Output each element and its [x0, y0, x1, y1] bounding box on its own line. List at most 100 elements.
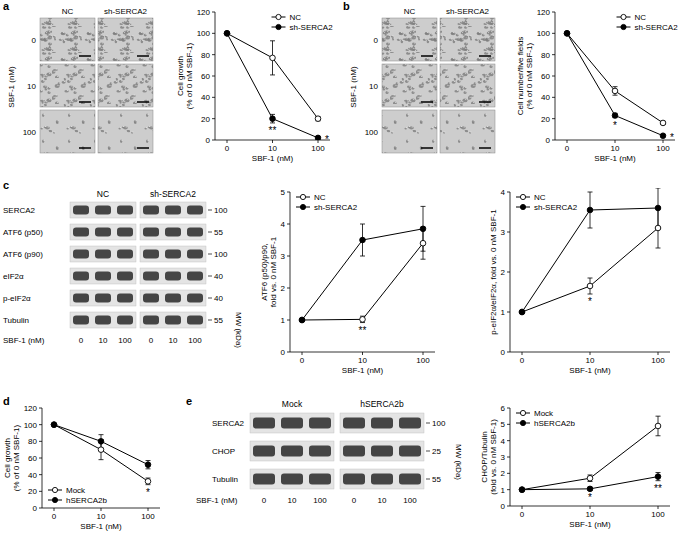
data-point	[299, 317, 305, 323]
data-point	[420, 240, 426, 246]
y-tick	[39, 424, 42, 425]
y-tick-label: 1	[281, 316, 286, 325]
y-axis-label: Cell growth(% of 0 nM SBF-1)	[3, 425, 21, 492]
legend-label: hSERCA2b	[534, 419, 575, 428]
data-point	[587, 475, 593, 481]
significance: *	[146, 487, 150, 498]
y-tick	[39, 491, 42, 492]
blot-band	[371, 473, 393, 484]
y-tick-label: 80	[541, 51, 550, 60]
mw-label: 100	[214, 250, 228, 259]
series-line	[54, 425, 148, 482]
y-tick	[287, 256, 290, 257]
legend-label: sh-SERCA2	[314, 203, 358, 212]
x-tick-label: 0	[300, 356, 305, 365]
column-header: sh-SERCA2	[446, 7, 490, 16]
scale-bar	[79, 55, 91, 57]
chart: 020406080100120010100SBF-1 (nM)Cell grow…	[176, 8, 333, 163]
scale-bar	[421, 55, 433, 57]
blot-band	[117, 228, 133, 237]
blot-band	[187, 206, 203, 215]
error-bar	[656, 473, 661, 481]
blot-strip	[140, 202, 206, 218]
error-bar	[588, 192, 593, 228]
blot-band	[309, 445, 331, 456]
micrograph	[98, 110, 153, 153]
mw-label: 40	[214, 294, 223, 303]
legend-marker	[520, 410, 525, 415]
group-header: NC	[97, 189, 109, 199]
y-tick-label: 0	[33, 504, 38, 513]
panel-label: d	[3, 395, 10, 407]
row-label: Tubulin	[212, 475, 238, 484]
blot-strip	[140, 290, 206, 306]
legend-label: NC	[534, 193, 546, 202]
y-tick	[287, 192, 290, 193]
mw-label: 25	[432, 447, 441, 456]
legend-marker	[276, 14, 281, 19]
legend-label: NC	[635, 13, 647, 22]
y-axis-label-line: Cell growth	[3, 438, 12, 478]
y-tick	[552, 140, 555, 141]
y-axis-label-line: Cell growth	[176, 56, 185, 96]
micrograph	[440, 18, 495, 61]
scale-bar	[479, 101, 491, 103]
row-label: SERCA2	[3, 206, 36, 215]
scale-bar	[479, 147, 491, 149]
significance: **	[269, 125, 277, 136]
data-point	[51, 422, 57, 428]
y-axis-label-line: (% of 0 nM SBF-1)	[12, 425, 21, 492]
y-tick	[507, 506, 510, 507]
micrograph	[98, 64, 153, 107]
error-bar	[99, 435, 104, 448]
data-point	[655, 225, 661, 231]
micrograph	[382, 64, 437, 107]
y-tick-label: 80	[201, 51, 210, 60]
y-tick-label: 5	[501, 420, 506, 429]
y-tick-label: 2	[501, 469, 506, 478]
row-label: 0	[374, 36, 379, 45]
y-tick-label: 40	[541, 93, 550, 102]
x-tick	[272, 140, 273, 143]
y-tick	[552, 12, 555, 13]
blot-band	[73, 250, 89, 259]
row-label: Tubulin	[3, 316, 29, 325]
mw-dash	[208, 276, 212, 277]
y-tick-label: 40	[201, 93, 210, 102]
y-axis-label-line: ATF6 (p50)/p90,	[260, 243, 269, 301]
significance: **	[359, 325, 367, 336]
blot-band	[399, 473, 421, 484]
data-point	[655, 205, 661, 211]
blot-band	[95, 228, 111, 237]
blot-strip	[250, 413, 334, 433]
x-tick-label: 0	[565, 144, 570, 153]
x-tick	[658, 352, 659, 355]
blot-band	[343, 445, 365, 456]
significance: *	[325, 134, 329, 145]
series-line	[567, 33, 663, 123]
mw-dash	[208, 298, 212, 299]
lane-label: 10	[288, 496, 297, 505]
lane-label: 100	[313, 496, 327, 505]
data-point	[145, 479, 151, 485]
y-tick-label: 3	[501, 453, 506, 462]
y-tick-label: 3	[281, 252, 286, 261]
blot-band	[73, 294, 89, 303]
blot-band	[343, 417, 365, 428]
x-tick	[362, 352, 363, 355]
micrograph	[440, 64, 495, 107]
x-tick	[54, 508, 55, 511]
y-tick-label: 120	[537, 8, 551, 17]
data-point	[98, 439, 104, 445]
group-header: sh-SERCA2	[150, 189, 196, 199]
y-tick-label: 2	[501, 268, 506, 277]
data-point	[564, 31, 570, 37]
y-axis-label: CHOP/Tubulin(fold vs. 0 nM SBF-1)	[480, 419, 498, 495]
y-tick-label: 2	[281, 284, 286, 293]
x-tick-label: 100	[311, 144, 325, 153]
legend-marker	[621, 24, 626, 29]
mw-dash	[208, 254, 212, 255]
y-tick-label: 120	[197, 8, 211, 17]
scale-bar	[421, 147, 433, 149]
legend: NCsh-SERCA2	[296, 193, 358, 212]
